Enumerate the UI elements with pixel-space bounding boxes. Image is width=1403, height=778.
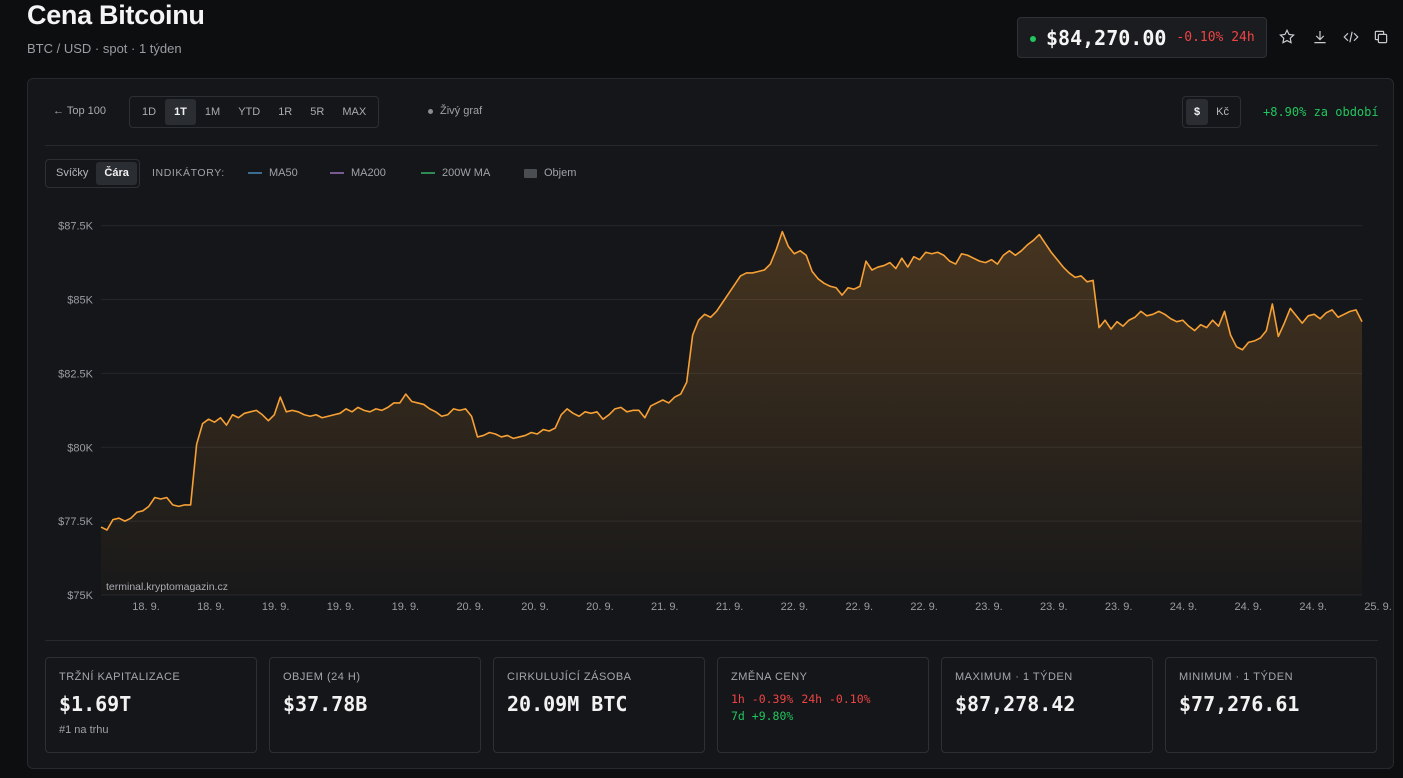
chart-panel: ← Top 100 1D 1T 1M YTD 1R 5R MAX Živý gr… [27, 78, 1394, 769]
currency-button-usd[interactable]: $ [1186, 99, 1209, 125]
x-tick-label: 21. 9. [716, 601, 744, 613]
x-tick-label: 19. 9. [262, 601, 290, 613]
x-tick-label: 22. 9. [910, 601, 938, 613]
change-1h: 1h -0.39% [731, 692, 794, 706]
current-price: $84,270.00 [1046, 25, 1167, 50]
x-tick-label: 23. 9. [975, 601, 1003, 613]
stat-card-price-change: ZMĚNA CENY 1h -0.39% 24h -0.10% 7d +9.80% [717, 657, 929, 753]
chart-type-candles[interactable]: Svíčky [56, 167, 89, 179]
stat-card-volume: OBJEM (24 H) $37.78B [269, 657, 481, 753]
time-range-selector: 1D 1T 1M YTD 1R 5R MAX [129, 96, 380, 128]
x-tick-label: 19. 9. [327, 601, 355, 613]
star-icon[interactable] [1278, 28, 1296, 46]
stat-subtext: #1 na trhu [59, 724, 109, 736]
x-tick-label: 25. 9. [1364, 601, 1392, 613]
stat-card-week-min: MINIMUM · 1 TÝDEN $77,276.61 [1165, 657, 1377, 753]
stat-label: TRŽNÍ KAPITALIZACE [59, 671, 181, 683]
x-tick-label: 18. 9. [197, 601, 225, 613]
chart-type-line[interactable]: Čára [96, 162, 137, 185]
stat-label: MAXIMUM · 1 TÝDEN [955, 671, 1073, 683]
x-tick-label: 24. 9. [1299, 601, 1327, 613]
indicator-ma50-label: MA50 [269, 167, 298, 179]
y-tick-label: $77.5K [58, 516, 94, 528]
indicator-ma200-label: MA200 [351, 167, 386, 179]
x-tick-label: 20. 9. [456, 601, 484, 613]
price-area-fill [101, 231, 1362, 595]
x-tick-label: 23. 9. [1040, 601, 1068, 613]
current-price-box: $84,270.00 -0.10% 24h [1017, 17, 1267, 58]
y-tick-label: $82.5K [58, 368, 94, 380]
live-indicator-dot [428, 108, 433, 114]
x-tick-label: 24. 9. [1170, 601, 1198, 613]
back-top100-link[interactable]: ← Top 100 [53, 105, 107, 117]
200w-ma-swatch [421, 172, 435, 174]
indicator-ma200[interactable]: MA200 [330, 167, 386, 179]
y-tick-label: $80K [67, 442, 93, 454]
x-tick-label: 22. 9. [845, 601, 873, 613]
period-change: +8.90% za období [1263, 105, 1379, 119]
price-change-24h: -0.10% 24h [1176, 30, 1255, 45]
x-tick-label: 20. 9. [586, 601, 614, 613]
x-tick-label: 24. 9. [1235, 601, 1263, 613]
x-tick-label: 22. 9. [781, 601, 809, 613]
stat-value: 20.09M BTC [507, 692, 628, 716]
y-tick-label: $75K [67, 590, 93, 602]
stat-label: CIRKULUJÍCÍ ZÁSOBA [507, 671, 632, 683]
stat-card-supply: CIRKULUJÍCÍ ZÁSOBA 20.09M BTC [493, 657, 705, 753]
price-line [100, 230, 1363, 531]
x-tick-label: 19. 9. [392, 601, 420, 613]
live-chart-toggle[interactable]: Živý graf [428, 105, 482, 117]
ma50-swatch [248, 172, 262, 174]
indicator-volume-label: Objem [544, 167, 577, 179]
x-tick-label: 20. 9. [521, 601, 549, 613]
indicator-200w-ma-label: 200W MA [442, 167, 491, 179]
chart-watermark: terminal.kryptomagazin.cz [106, 581, 228, 593]
x-tick-label: 23. 9. [1105, 601, 1133, 613]
download-icon[interactable] [1311, 28, 1329, 46]
indicator-200w-ma[interactable]: 200W MA [421, 167, 490, 179]
range-button-ytd[interactable]: YTD [238, 106, 261, 118]
page-title: Cena Bitcoinu [27, 0, 205, 30]
stat-card-market-cap: TRŽNÍ KAPITALIZACE $1.69T #1 na trhu [45, 657, 257, 753]
x-tick-label: 21. 9. [651, 601, 679, 613]
range-button-1d[interactable]: 1D [142, 106, 157, 118]
stat-value: $77,276.61 [1179, 692, 1300, 716]
range-button-max[interactable]: MAX [342, 106, 367, 118]
stat-label: ZMĚNA CENY [731, 671, 808, 683]
y-tick-label: $85K [67, 295, 93, 307]
currency-button-czk[interactable]: Kč [1216, 106, 1229, 118]
range-button-1r[interactable]: 1R [278, 106, 293, 118]
range-button-5r[interactable]: 5R [310, 106, 325, 118]
currency-selector: $ Kč [1182, 96, 1241, 128]
price-chart[interactable]: $75K $77.5K $80K $82.5K $85K $87.5K 18. 9. 18.… [28, 79, 1395, 639]
stat-label: OBJEM (24 H) [283, 671, 361, 683]
chart-type-selector: Svíčky Čára [45, 159, 140, 188]
ma200-swatch [330, 172, 344, 174]
copy-icon[interactable] [1372, 28, 1390, 46]
stat-value: $1.69T [59, 692, 132, 716]
stats-divider [45, 640, 1378, 641]
indicator-ma50[interactable]: MA50 [248, 167, 298, 179]
indicators-label: INDIKÁTORY: [152, 167, 225, 179]
embed-code-icon[interactable] [1342, 28, 1360, 46]
volume-swatch [524, 168, 537, 178]
change-24h: 24h -0.10% [801, 692, 871, 706]
indicator-volume[interactable]: Objem [524, 167, 576, 179]
stat-card-week-max: MAXIMUM · 1 TÝDEN $87,278.42 [941, 657, 1153, 753]
page-subtitle: BTC / USD · spot · 1 týden [27, 41, 182, 56]
y-tick-label: $87.5K [58, 221, 94, 233]
range-button-1m[interactable]: 1M [204, 106, 221, 118]
x-tick-label: 18. 9. [132, 601, 160, 613]
stat-label: MINIMUM · 1 TÝDEN [1179, 671, 1294, 683]
toolbar-divider [45, 145, 1378, 146]
range-button-1t[interactable]: 1T [165, 99, 196, 125]
stat-value: $87,278.42 [955, 692, 1076, 716]
live-status-dot [1030, 36, 1036, 42]
live-chart-label: Živý graf [440, 105, 483, 117]
change-7d: 7d +9.80% [731, 709, 794, 723]
stat-value: $37.78B [283, 692, 368, 716]
